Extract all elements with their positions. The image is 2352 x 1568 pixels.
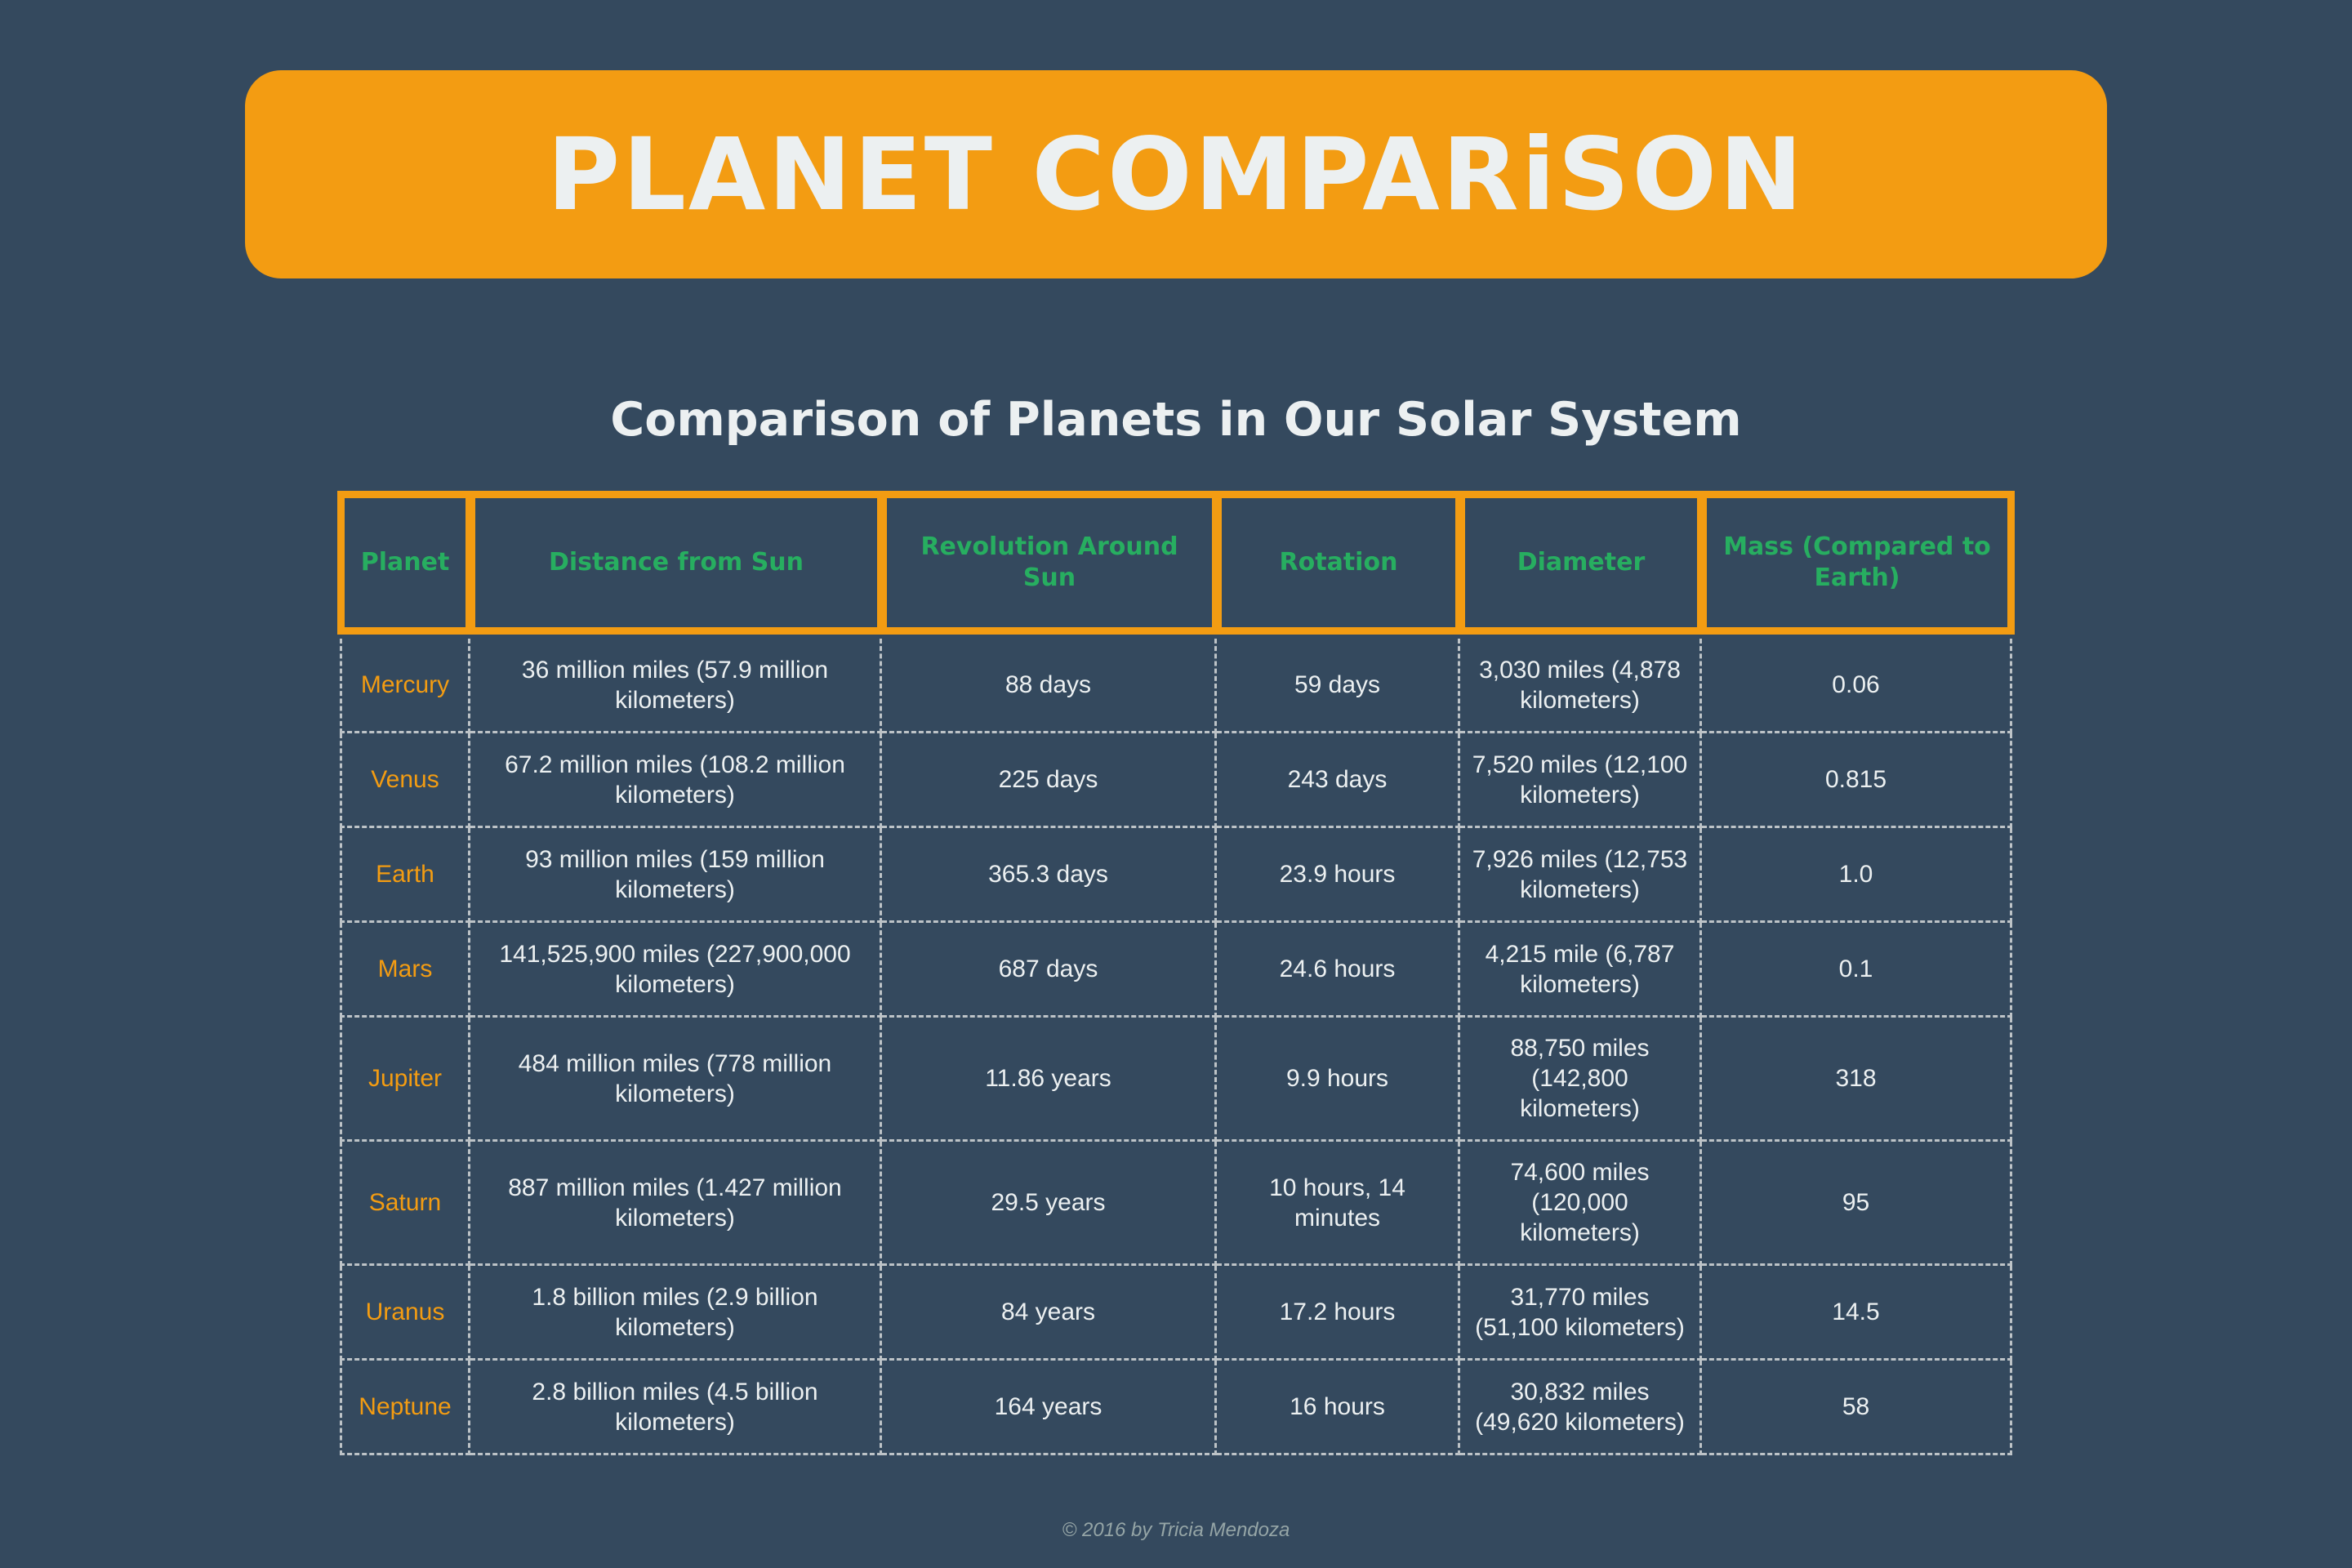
table-row: Jupiter 484 million miles (778 million k… [340, 1018, 2012, 1142]
diameter-cell: 3,030 miles (4,878 kilometers) [1460, 639, 1702, 733]
mass-cell: 0.1 [1702, 923, 2012, 1018]
mass-cell: 1.0 [1702, 828, 2012, 923]
mass-cell: 58 [1702, 1361, 2012, 1455]
header-mass: Mass (Compared to Earth) [1702, 493, 2012, 632]
table-row: Earth 93 million miles (159 million kilo… [340, 828, 2012, 923]
diameter-cell: 30,832 miles (49,620 kilometers) [1460, 1361, 1702, 1455]
rotation-cell: 17.2 hours [1217, 1266, 1460, 1361]
diameter-cell: 31,770 miles (51,100 kilometers) [1460, 1266, 1702, 1361]
header-rotation: Rotation [1217, 493, 1460, 632]
table-row: Mars 141,525,900 miles (227,900,000 kilo… [340, 923, 2012, 1018]
diameter-cell: 7,520 miles (12,100 kilometers) [1460, 733, 1702, 828]
rotation-cell: 23.9 hours [1217, 828, 1460, 923]
table-row: Venus 67.2 million miles (108.2 million … [340, 733, 2012, 828]
revolution-cell: 11.86 years [882, 1018, 1217, 1142]
revolution-cell: 29.5 years [882, 1142, 1217, 1266]
diameter-cell: 74,600 miles (120,000 kilometers) [1460, 1142, 1702, 1266]
planet-name: Neptune [340, 1361, 470, 1455]
table-row: Uranus 1.8 billion miles (2.9 billion ki… [340, 1266, 2012, 1361]
rotation-cell: 243 days [1217, 733, 1460, 828]
planet-name: Earth [340, 828, 470, 923]
diameter-cell: 7,926 miles (12,753 kilometers) [1460, 828, 1702, 923]
distance-cell: 93 million miles (159 million kilometers… [470, 828, 882, 923]
diameter-cell: 88,750 miles (142,800 kilometers) [1460, 1018, 1702, 1142]
distance-cell: 1.8 billion miles (2.9 billion kilometer… [470, 1266, 882, 1361]
header-distance: Distance from Sun [470, 493, 882, 632]
revolution-cell: 164 years [882, 1361, 1217, 1455]
planet-name: Jupiter [340, 1018, 470, 1142]
rotation-cell: 16 hours [1217, 1361, 1460, 1455]
table-header-row: Planet Distance from Sun Revolution Arou… [337, 491, 2015, 635]
distance-cell: 484 million miles (778 million kilometer… [470, 1018, 882, 1142]
copyright-footer: © 2016 by Tricia Mendoza [1062, 1519, 1290, 1541]
planet-comparison-table: Planet Distance from Sun Revolution Arou… [337, 491, 2015, 1455]
planet-name: Mercury [340, 639, 470, 733]
distance-cell: 887 million miles (1.427 million kilomet… [470, 1142, 882, 1266]
mass-cell: 318 [1702, 1018, 2012, 1142]
rotation-cell: 10 hours, 14 minutes [1217, 1142, 1460, 1266]
mass-cell: 14.5 [1702, 1266, 2012, 1361]
distance-cell: 2.8 billion miles (4.5 billion kilometer… [470, 1361, 882, 1455]
revolution-cell: 88 days [882, 639, 1217, 733]
diameter-cell: 4,215 mile (6,787 kilometers) [1460, 923, 1702, 1018]
page-title: PLANET COMPARiSON [546, 116, 1806, 233]
revolution-cell: 365.3 days [882, 828, 1217, 923]
planet-name: Saturn [340, 1142, 470, 1266]
table-subtitle: Comparison of Planets in Our Solar Syste… [610, 393, 1742, 447]
header-diameter: Diameter [1460, 493, 1702, 632]
distance-cell: 67.2 million miles (108.2 million kilome… [470, 733, 882, 828]
header-planet: Planet [340, 493, 470, 632]
mass-cell: 0.06 [1702, 639, 2012, 733]
mass-cell: 95 [1702, 1142, 2012, 1266]
title-banner: PLANET COMPARiSON [245, 70, 2107, 278]
distance-cell: 36 million miles (57.9 million kilometer… [470, 639, 882, 733]
table-row: Neptune 2.8 billion miles (4.5 billion k… [340, 1361, 2012, 1455]
revolution-cell: 84 years [882, 1266, 1217, 1361]
rotation-cell: 59 days [1217, 639, 1460, 733]
rotation-cell: 24.6 hours [1217, 923, 1460, 1018]
revolution-cell: 687 days [882, 923, 1217, 1018]
planet-name: Mars [340, 923, 470, 1018]
header-revolution: Revolution Around Sun [882, 493, 1217, 632]
table-row: Mercury 36 million miles (57.9 million k… [340, 639, 2012, 733]
mass-cell: 0.815 [1702, 733, 2012, 828]
table-row: Saturn 887 million miles (1.427 million … [340, 1142, 2012, 1266]
planet-name: Uranus [340, 1266, 470, 1361]
revolution-cell: 225 days [882, 733, 1217, 828]
planet-name: Venus [340, 733, 470, 828]
rotation-cell: 9.9 hours [1217, 1018, 1460, 1142]
distance-cell: 141,525,900 miles (227,900,000 kilometer… [470, 923, 882, 1018]
